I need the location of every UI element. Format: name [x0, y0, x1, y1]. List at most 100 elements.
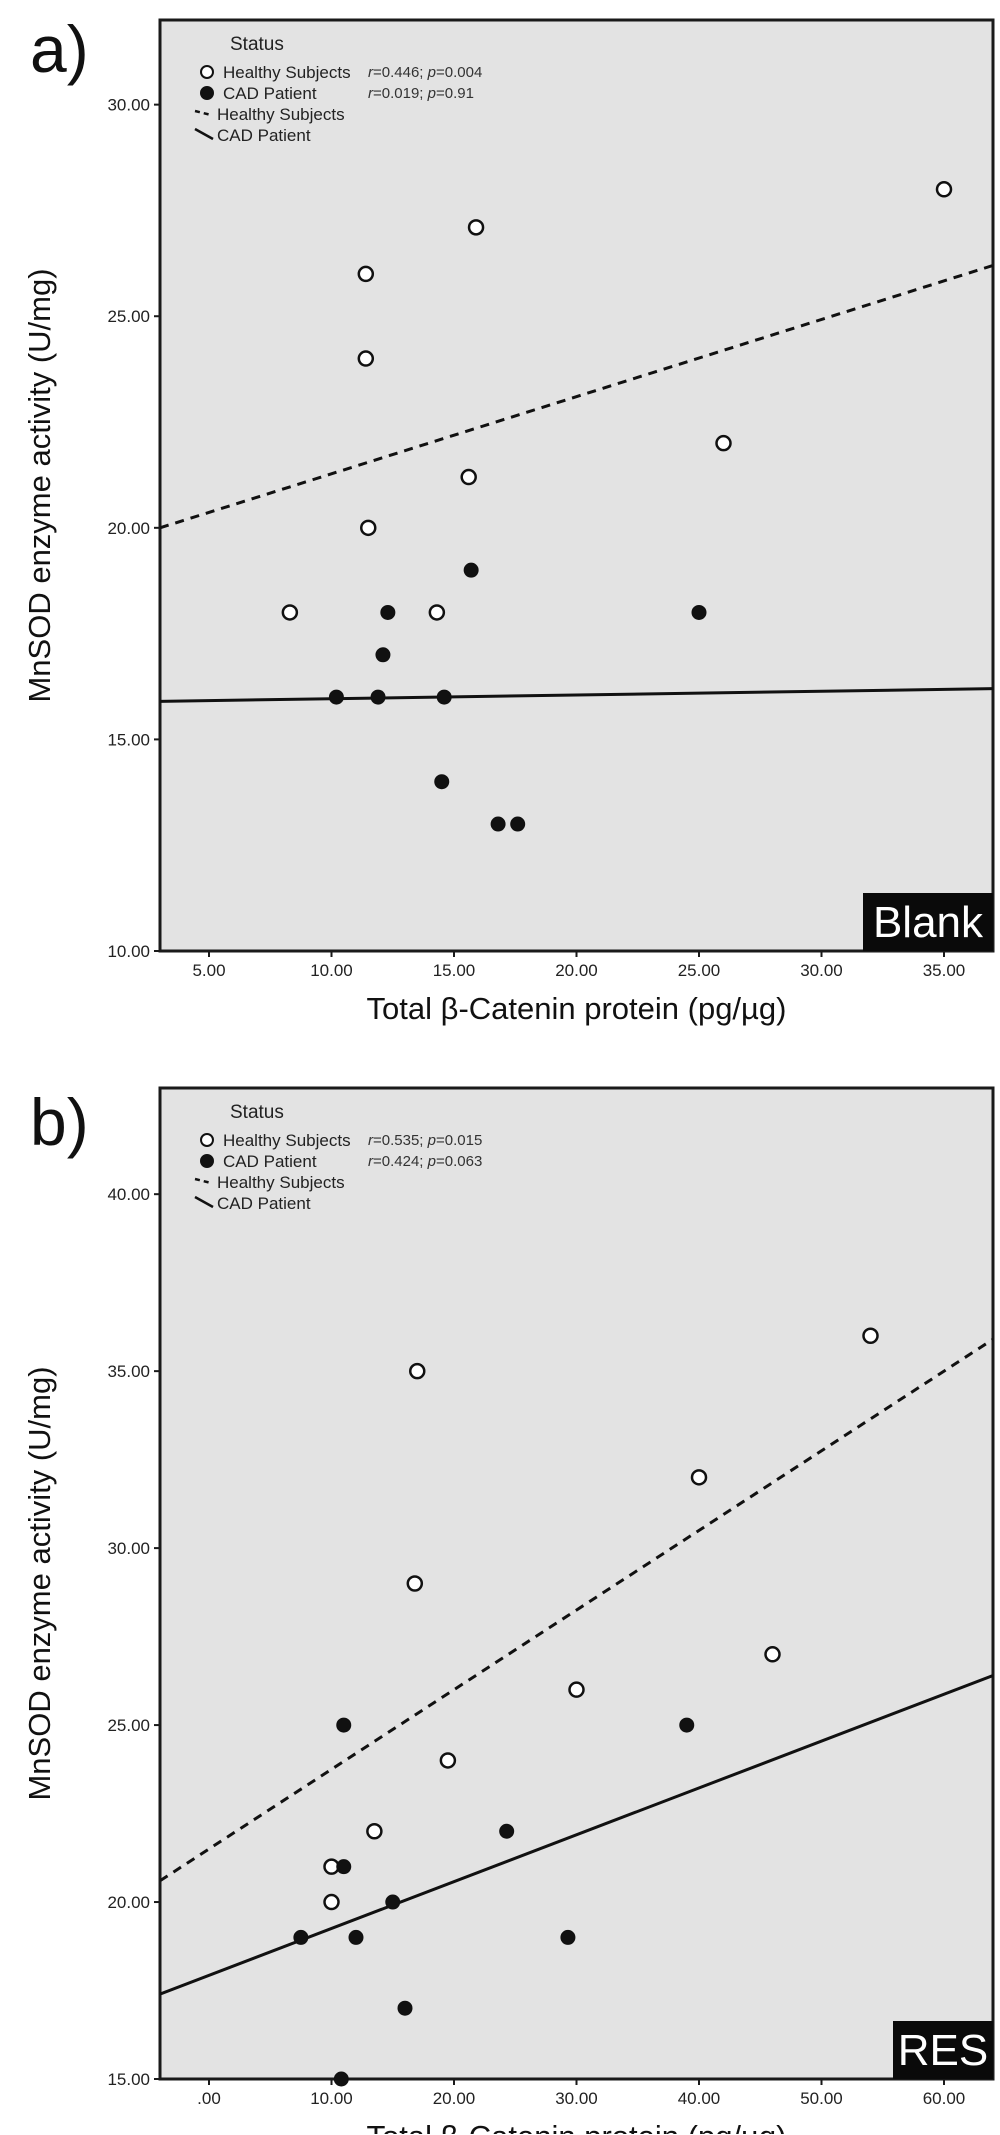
- healthy-point: [366, 1823, 383, 1840]
- legend-healthy-line: [194, 109, 212, 117]
- x-tick-label: 20.00: [433, 2089, 476, 2108]
- cad-point: [336, 1717, 352, 1733]
- cad-point: [328, 689, 344, 705]
- panel-label: b): [30, 1085, 89, 1159]
- x-tick-label: 30.00: [800, 961, 843, 980]
- cad-point: [490, 816, 506, 832]
- cad-point: [434, 774, 450, 790]
- y-tick-label: 10.00: [107, 942, 150, 961]
- x-tick-label: 25.00: [678, 961, 721, 980]
- cad-point: [679, 1717, 695, 1733]
- legend-fit-label: CAD Patient: [217, 1194, 311, 1213]
- cad-point: [436, 689, 452, 705]
- legend-series-label: Healthy Subjects: [223, 63, 351, 82]
- legend-cad-marker: [200, 1154, 214, 1168]
- healthy-point: [439, 1752, 457, 1769]
- legend-cad-marker: [200, 86, 214, 100]
- x-tick-label: 30.00: [555, 2089, 598, 2108]
- legend-cad-line: [194, 127, 214, 141]
- cad-point: [510, 816, 526, 832]
- cad-point: [293, 1929, 309, 1945]
- condition-badge-label: RES: [898, 2026, 988, 2075]
- legend-healthy-marker: [200, 65, 214, 79]
- y-tick-label: 35.00: [107, 1362, 150, 1381]
- plot-area: [158, 1086, 995, 2081]
- legend-series-label: CAD Patient: [223, 84, 317, 103]
- cad-point: [336, 1859, 352, 1875]
- healthy-point: [935, 181, 953, 198]
- scatter-chart-a: a) 10.00 15.00 20.00 25.00 30.00 5.00 10.00 15.0…: [22, 12, 995, 1026]
- legend-stats: r=0.535; p=0.015: [368, 1132, 482, 1149]
- healthy-point: [357, 265, 375, 283]
- x-tick-label: 60.00: [923, 2089, 966, 2108]
- y-tick-label: 20.00: [107, 519, 150, 538]
- condition-badge-label: Blank: [873, 898, 984, 947]
- fit-line-healthy: [160, 264, 993, 530]
- healthy-point: [467, 219, 485, 236]
- cad-point: [463, 562, 479, 578]
- legend-cad-line: [194, 1195, 214, 1209]
- cad-point: [691, 604, 707, 620]
- cad-point: [499, 1823, 515, 1839]
- healthy-point: [360, 519, 377, 537]
- y-tick-label: 15.00: [107, 730, 150, 749]
- cad-point: [333, 2071, 349, 2087]
- healthy-point: [862, 1327, 879, 1344]
- legend-stats: r=0.446; p=0.004: [368, 64, 482, 81]
- x-axis-label: Total β-Catenin protein (pg/µg): [367, 2119, 787, 2134]
- y-tick-label: 30.00: [107, 96, 150, 115]
- cad-point: [375, 647, 391, 663]
- healthy-point: [409, 1362, 426, 1380]
- healthy-point: [460, 468, 477, 486]
- plot-area: [158, 18, 995, 953]
- legend-stats: r=0.424; p=0.063: [368, 1153, 482, 1170]
- legend-healthy-line: [194, 1177, 212, 1185]
- scatter-chart-b: b) 15.00 20.00 25.00 30.00 35.00 40.00 .00 10.00…: [22, 1085, 995, 2134]
- healthy-point: [568, 1681, 585, 1698]
- y-tick-label: 15.00: [107, 2070, 150, 2089]
- condition-badge: [893, 2021, 993, 2079]
- x-tick-label: .00: [197, 2089, 221, 2108]
- fit-line-healthy: [160, 1338, 993, 1883]
- cad-point: [380, 604, 396, 620]
- healthy-point: [323, 1893, 340, 1911]
- healthy-point: [406, 1575, 424, 1592]
- cad-point: [397, 2000, 413, 2016]
- y-tick-label: 25.00: [107, 307, 150, 326]
- x-axis-label: Total β-Catenin protein (pg/µg): [367, 991, 787, 1026]
- legend-fit-label: Healthy Subjects: [217, 105, 345, 124]
- y-axis-label: MnSOD enzyme activity (U/mg): [22, 268, 57, 702]
- condition-badge: [863, 893, 993, 951]
- chart-panel-a: a) 10.00 15.00 20.00 25.00 30.00 5.00 10.00 15.0…: [0, 0, 1000, 1067]
- y-tick-label: 30.00: [107, 1539, 150, 1558]
- x-tick-label: 15.00: [433, 961, 476, 980]
- x-tick-label: 20.00: [555, 961, 598, 980]
- healthy-point: [764, 1646, 781, 1663]
- legend-title: Status: [230, 34, 284, 55]
- y-axis-label: MnSOD enzyme activity (U/mg): [22, 1366, 57, 1800]
- cad-point: [370, 689, 386, 705]
- legend-title: Status: [230, 1102, 284, 1123]
- legend-series-label: CAD Patient: [223, 1152, 317, 1171]
- fit-line-cad: [160, 687, 993, 703]
- cad-point: [348, 1929, 364, 1945]
- healthy-point: [715, 434, 732, 452]
- x-tick-label: 40.00: [678, 2089, 721, 2108]
- legend-stats: r=0.019; p=0.91: [368, 85, 474, 102]
- legend-series-label: Healthy Subjects: [223, 1131, 351, 1150]
- x-tick-label: 50.00: [800, 2089, 843, 2108]
- healthy-point: [690, 1469, 708, 1486]
- cad-point: [560, 1929, 576, 1945]
- panel-label: a): [30, 12, 89, 86]
- y-tick-label: 25.00: [107, 1716, 150, 1735]
- x-tick-label: 5.00: [192, 961, 225, 980]
- y-tick-label: 20.00: [107, 1893, 150, 1912]
- cad-point: [385, 1894, 401, 1910]
- legend-fit-label: CAD Patient: [217, 126, 311, 145]
- legend-healthy-marker: [200, 1133, 214, 1147]
- healthy-point: [281, 604, 299, 621]
- x-tick-label: 10.00: [310, 961, 353, 980]
- x-tick-label: 35.00: [923, 961, 966, 980]
- legend-fit-label: Healthy Subjects: [217, 1173, 345, 1192]
- x-tick-label: 10.00: [310, 2089, 353, 2108]
